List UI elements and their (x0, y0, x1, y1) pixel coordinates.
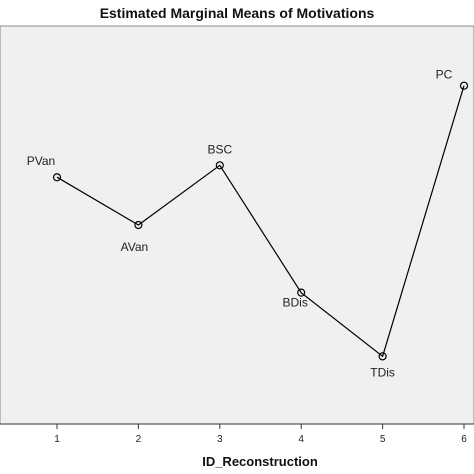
x-axis-label: ID_Reconstruction (202, 454, 318, 469)
data-point (297, 288, 306, 297)
point-label: TDis (370, 365, 395, 379)
x-tick-label: 2 (136, 434, 142, 445)
plot-area (0, 25, 474, 425)
series-line (56, 85, 465, 358)
data-points (52, 81, 469, 361)
point-label: BDis (283, 296, 308, 310)
point-label: PVan (27, 154, 55, 168)
x-tick-label: 6 (461, 434, 467, 445)
data-point (378, 352, 387, 361)
x-ticks: 1 2 3 4 5 6 (54, 424, 467, 445)
point-labels: PVan AVan BSC BDis TDis PC (27, 68, 453, 380)
x-tick-label: 1 (54, 434, 60, 445)
data-point (134, 220, 143, 230)
data-point (215, 161, 224, 170)
x-tick-label: 4 (298, 434, 304, 445)
point-label: AVan (121, 240, 149, 254)
data-point (52, 173, 62, 182)
x-tick-label: 5 (380, 434, 386, 445)
data-point (459, 81, 469, 90)
x-tick-label: 3 (217, 434, 223, 445)
point-label: PC (436, 68, 453, 82)
point-label: BSC (207, 142, 232, 156)
chart-title: Estimated Marginal Means of Motivations (100, 5, 375, 21)
